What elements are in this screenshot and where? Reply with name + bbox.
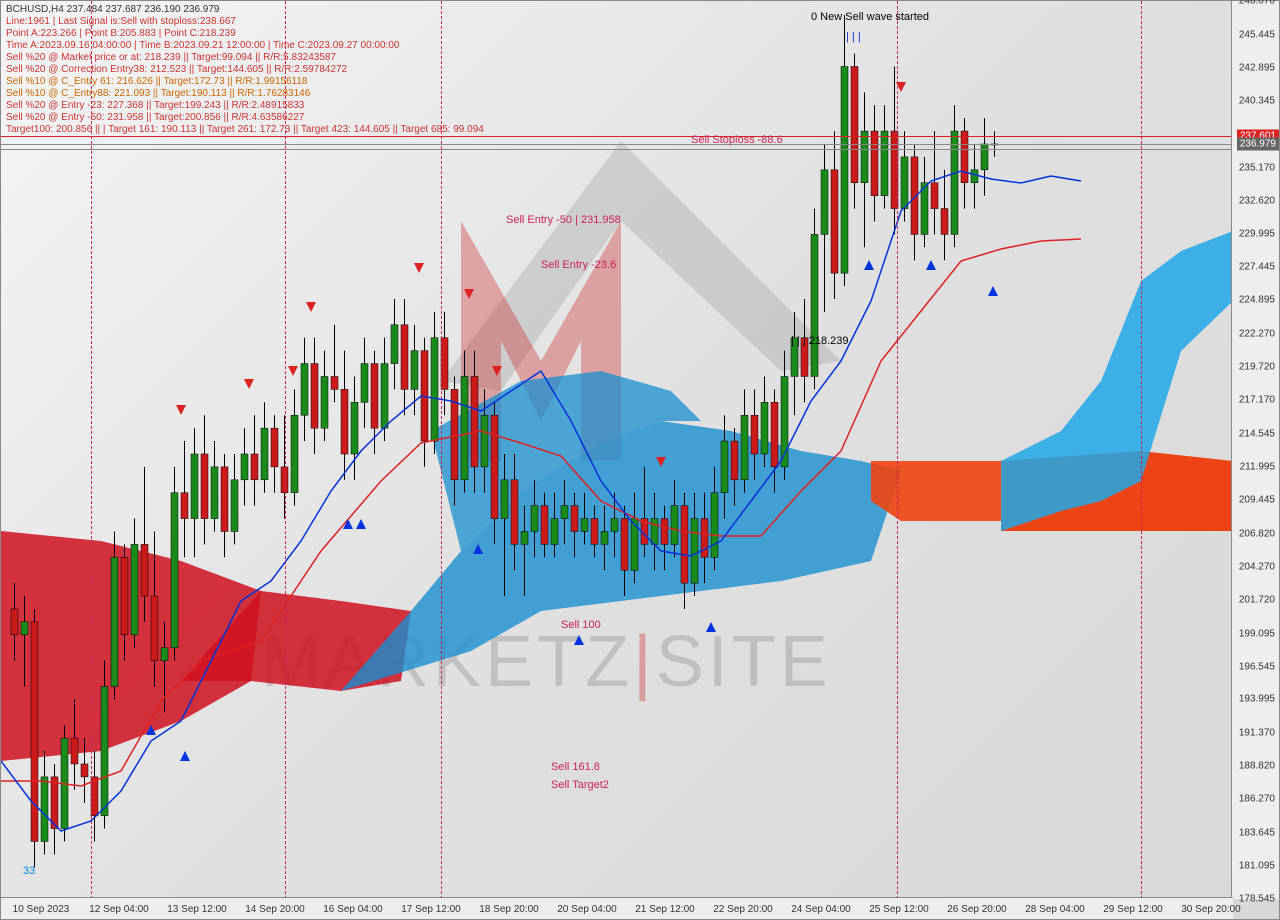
- info-line: Sell %10 @ C_Entry 61: 216.626 || Target…: [6, 76, 307, 87]
- annotation-label: Sell Entry -23.6: [541, 259, 616, 271]
- y-tick: 245.445: [1231, 29, 1275, 40]
- y-tick: 211.995: [1231, 461, 1275, 472]
- y-tick: 188.820: [1231, 761, 1275, 772]
- chart-container: MARKETZ|SITE Sell Stoploss -88.6Sell Ent…: [0, 0, 1280, 920]
- corner-label: 33: [23, 865, 35, 877]
- x-tick: 28 Sep 04:00: [1025, 904, 1085, 915]
- arrow-down-icon: [896, 82, 906, 92]
- y-tick: 232.620: [1231, 195, 1275, 206]
- info-line: Sell %20 @ Entry -50: 231.958 || Target:…: [6, 112, 304, 123]
- info-line: Sell %20 @ Entry -23: 227.368 || Target:…: [6, 100, 304, 111]
- arrow-up-icon: [343, 519, 353, 529]
- info-line: Sell %20 @ Market price or at: 218.239 |…: [6, 52, 336, 63]
- arrow-up-icon: [473, 544, 483, 554]
- arrow-up-icon: [356, 519, 366, 529]
- x-tick: 29 Sep 12:00: [1103, 904, 1163, 915]
- arrow-up-icon: [574, 635, 584, 645]
- annotation-label: Sell Entry -50 | 231.958: [506, 214, 621, 226]
- y-tick: 222.270: [1231, 329, 1275, 340]
- y-tick: 183.645: [1231, 828, 1275, 839]
- x-tick: 18 Sep 20:00: [479, 904, 539, 915]
- x-tick: 10 Sep 2023: [13, 904, 70, 915]
- y-tick: 186.270: [1231, 794, 1275, 805]
- annotation-label: Sell Target2: [551, 779, 609, 791]
- annotation-label: | | | 218.239: [791, 335, 849, 347]
- hline: [1, 149, 1233, 150]
- x-tick: 22 Sep 20:00: [713, 904, 773, 915]
- y-tick: 196.545: [1231, 661, 1275, 672]
- info-line: Sell %10 @ C_Entry88: 221.093 || Target:…: [6, 88, 310, 99]
- x-tick: 13 Sep 12:00: [167, 904, 227, 915]
- y-tick: 214.545: [1231, 429, 1275, 440]
- y-tick: 178.545: [1231, 894, 1275, 905]
- arrow-down-icon: [288, 366, 298, 376]
- y-tick: 242.895: [1231, 62, 1275, 73]
- y-tick: 204.270: [1231, 561, 1275, 572]
- annotation-label: Sell Stoploss -88.6: [691, 134, 783, 146]
- y-tick: 209.445: [1231, 494, 1275, 505]
- arrow-up-icon: [926, 260, 936, 270]
- y-tick: 201.720: [1231, 594, 1275, 605]
- x-tick: 26 Sep 20:00: [947, 904, 1007, 915]
- plot-area[interactable]: MARKETZ|SITE Sell Stoploss -88.6Sell Ent…: [1, 1, 1233, 899]
- y-tick: 224.895: [1231, 295, 1275, 306]
- x-tick: 14 Sep 20:00: [245, 904, 305, 915]
- info-line: Target100: 200.856 || | Target 161: 190.…: [6, 124, 484, 135]
- y-tick: 217.170: [1231, 395, 1275, 406]
- arrow-down-icon: [244, 379, 254, 389]
- annotation-label: Sell 161.8: [551, 761, 600, 773]
- y-tick: 199.095: [1231, 628, 1275, 639]
- price-label: 236.979: [1237, 138, 1279, 151]
- annotation-label: Sell 100: [561, 619, 601, 631]
- y-tick: 193.995: [1231, 694, 1275, 705]
- info-line: Point A:223.266 | Point B:205.883 | Poin…: [6, 28, 236, 39]
- y-tick: 248.070: [1231, 0, 1275, 7]
- y-axis: 248.070245.445242.895240.345237.601236.9…: [1231, 1, 1279, 899]
- y-tick: 229.995: [1231, 229, 1275, 240]
- arrow-up-icon: [864, 260, 874, 270]
- x-tick: 17 Sep 12:00: [401, 904, 461, 915]
- arrow-up-icon: [180, 751, 190, 761]
- x-tick: 30 Sep 20:00: [1181, 904, 1241, 915]
- x-tick: 20 Sep 04:00: [557, 904, 617, 915]
- arrow-down-icon: [306, 302, 316, 312]
- info-line: BCHUSD,H4 237.484 237.687 236.190 236.97…: [6, 4, 220, 15]
- arrow-down-icon: [176, 405, 186, 415]
- arrow-up-icon: [706, 622, 716, 632]
- y-tick: 206.820: [1231, 528, 1275, 539]
- y-tick: 191.370: [1231, 728, 1275, 739]
- x-tick: 16 Sep 04:00: [323, 904, 383, 915]
- y-tick: 235.170: [1231, 162, 1275, 173]
- y-tick: 240.345: [1231, 95, 1275, 106]
- x-tick: 25 Sep 12:00: [869, 904, 929, 915]
- arrow-down-icon: [464, 289, 474, 299]
- y-tick: 181.095: [1231, 861, 1275, 872]
- y-tick: 227.445: [1231, 262, 1275, 273]
- arrow-down-icon: [492, 366, 502, 376]
- arrow-down-icon: [414, 263, 424, 273]
- x-tick: 12 Sep 04:00: [89, 904, 149, 915]
- hline: [1, 144, 1233, 145]
- x-tick: 24 Sep 04:00: [791, 904, 851, 915]
- info-line: Time A:2023.09.16 04:00:00 | Time B:2023…: [6, 40, 399, 51]
- y-tick: 219.720: [1231, 362, 1275, 373]
- annotation-label: 0 New Sell wave started: [811, 11, 929, 23]
- info-line: Sell %20 @ Correction Entry38: 212.523 |…: [6, 64, 347, 75]
- x-tick: 21 Sep 12:00: [635, 904, 695, 915]
- annotation-label: | | |: [846, 31, 861, 43]
- arrow-down-icon: [656, 457, 666, 467]
- info-line: Line:1961 | Last Signal is:Sell with sto…: [6, 16, 236, 27]
- hline: [1, 136, 1233, 137]
- arrow-up-icon: [988, 286, 998, 296]
- x-axis: 10 Sep 2023 12 Sep 04:00 13 Sep 12:00 14 Se…: [1, 897, 1233, 919]
- arrow-up-icon: [146, 725, 156, 735]
